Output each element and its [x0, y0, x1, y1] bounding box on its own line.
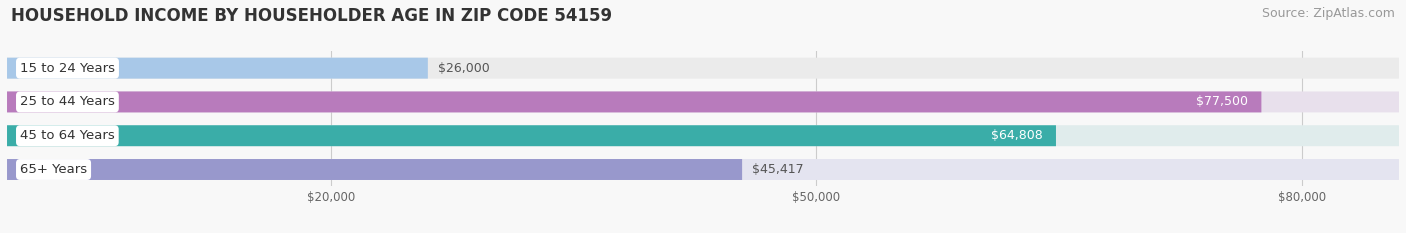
FancyBboxPatch shape: [7, 159, 1399, 180]
FancyBboxPatch shape: [7, 92, 1261, 112]
FancyBboxPatch shape: [7, 58, 427, 79]
FancyBboxPatch shape: [7, 159, 742, 180]
FancyBboxPatch shape: [7, 125, 1399, 146]
FancyBboxPatch shape: [7, 92, 1399, 112]
FancyBboxPatch shape: [7, 58, 1399, 79]
Text: 65+ Years: 65+ Years: [20, 163, 87, 176]
Text: $26,000: $26,000: [437, 62, 489, 75]
Text: Source: ZipAtlas.com: Source: ZipAtlas.com: [1261, 7, 1395, 20]
Text: $77,500: $77,500: [1197, 96, 1249, 108]
Text: HOUSEHOLD INCOME BY HOUSEHOLDER AGE IN ZIP CODE 54159: HOUSEHOLD INCOME BY HOUSEHOLDER AGE IN Z…: [11, 7, 613, 25]
Text: 45 to 64 Years: 45 to 64 Years: [20, 129, 115, 142]
Text: 25 to 44 Years: 25 to 44 Years: [20, 96, 115, 108]
Text: $45,417: $45,417: [752, 163, 803, 176]
Text: $64,808: $64,808: [991, 129, 1043, 142]
Text: 15 to 24 Years: 15 to 24 Years: [20, 62, 115, 75]
FancyBboxPatch shape: [7, 125, 1056, 146]
